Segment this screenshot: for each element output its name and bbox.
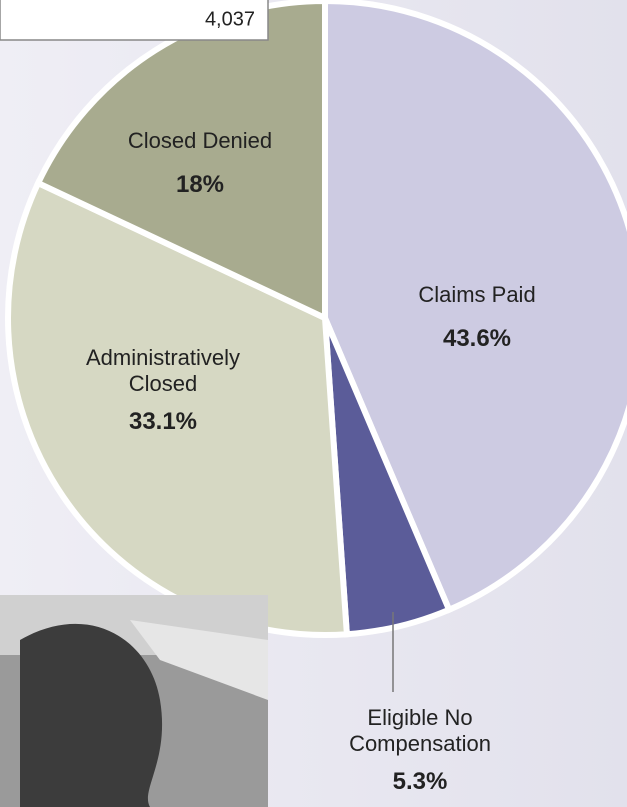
value-label: 43.6% <box>442 325 512 352</box>
total-label: 4,037 <box>205 8 255 30</box>
pie <box>5 0 627 638</box>
pie-slice <box>34 0 328 323</box>
category-label: Claims Paid <box>418 282 536 307</box>
photo <box>0 595 268 807</box>
category-label: Closed Denied <box>127 128 273 153</box>
category-label: Eligible No Compensation <box>349 705 491 756</box>
value-label: 5.3% <box>392 768 448 795</box>
value-label: 33.1% <box>128 408 198 435</box>
slice-label: Administratively Closed 33.1% <box>53 345 273 435</box>
pie-slice <box>322 0 627 614</box>
total-box <box>0 0 269 41</box>
value-label: 18% <box>175 171 225 198</box>
slice-label: Closed Denied 18% <box>90 128 310 198</box>
slice-label: Eligible No Compensation 5.3% <box>320 705 520 795</box>
slice-label: Claims Paid 43.6% <box>397 282 557 352</box>
category-label: Administratively Closed <box>85 345 241 396</box>
